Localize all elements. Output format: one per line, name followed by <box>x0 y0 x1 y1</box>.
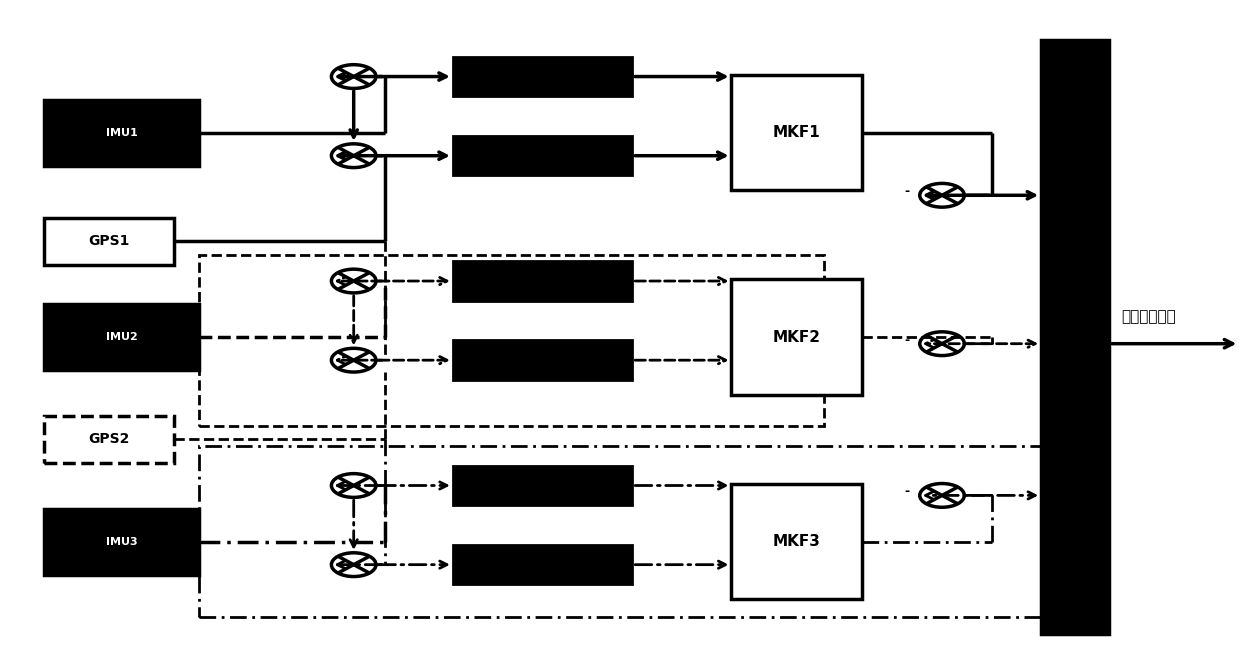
Bar <box>45 100 198 166</box>
Bar <box>732 484 862 600</box>
Text: IMU3: IMU3 <box>105 537 138 547</box>
Bar <box>453 261 632 301</box>
Bar <box>453 136 632 175</box>
Text: -: - <box>905 485 910 498</box>
Text: GPS2: GPS2 <box>88 432 130 446</box>
Text: IMU2: IMU2 <box>105 332 138 342</box>
Bar <box>45 217 174 265</box>
Text: 最优导航参数: 最优导航参数 <box>1122 309 1177 324</box>
Text: IMU1: IMU1 <box>105 128 138 137</box>
Bar <box>45 304 198 370</box>
Bar <box>45 416 174 463</box>
Text: -: - <box>905 334 910 346</box>
Text: -: - <box>905 185 910 198</box>
Bar <box>1042 40 1110 634</box>
Bar <box>453 466 632 505</box>
Bar <box>732 280 862 395</box>
Text: MKF2: MKF2 <box>773 330 821 344</box>
Text: MKF3: MKF3 <box>773 534 821 549</box>
Bar <box>198 446 1073 617</box>
Bar <box>198 254 825 426</box>
Text: MKF1: MKF1 <box>773 125 821 140</box>
Bar <box>453 545 632 584</box>
Text: GPS1: GPS1 <box>88 235 130 249</box>
Bar <box>453 57 632 97</box>
Bar <box>453 340 632 380</box>
Bar <box>45 508 198 574</box>
Bar <box>732 75 862 190</box>
